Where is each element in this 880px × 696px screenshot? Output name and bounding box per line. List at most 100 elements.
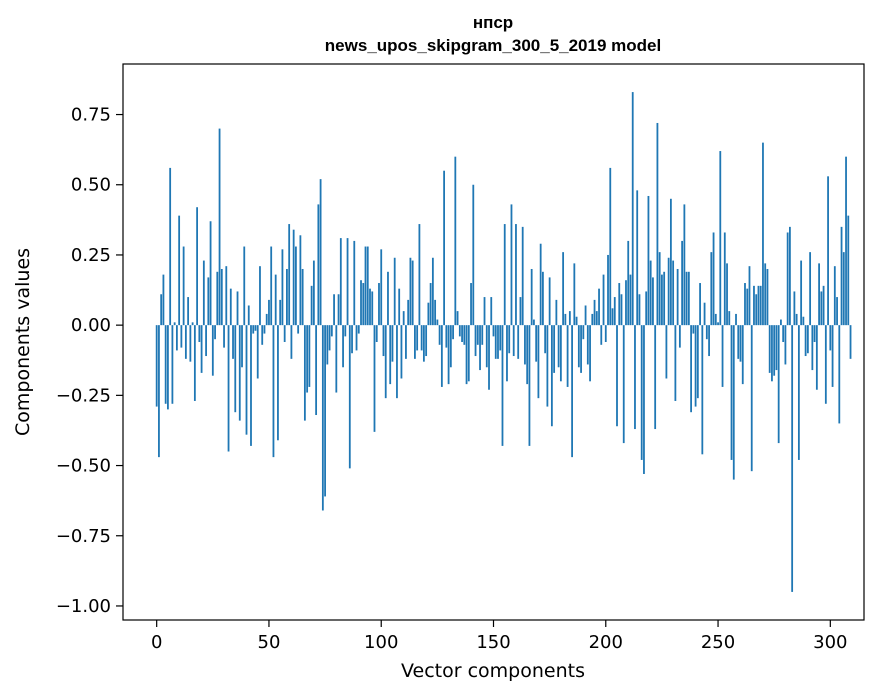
bar: [809, 252, 812, 326]
bar: [674, 325, 677, 401]
bar: [571, 325, 573, 458]
bar: [678, 325, 681, 348]
bar: [274, 274, 277, 326]
bar: [557, 325, 560, 368]
bar: [728, 311, 731, 326]
bar: [831, 325, 834, 387]
bar: [755, 294, 758, 326]
bar: [735, 313, 737, 326]
bar: [771, 325, 773, 382]
bar: [524, 325, 526, 365]
bar: [710, 252, 713, 326]
bar: [717, 322, 719, 326]
bar: [661, 274, 663, 326]
y-tick-label: −0.25: [56, 385, 111, 406]
bar: [665, 325, 668, 379]
bar: [189, 325, 192, 362]
bar: [308, 325, 311, 387]
bar: [476, 325, 479, 345]
bar: [517, 325, 520, 359]
bar: [429, 283, 432, 326]
bar: [281, 249, 284, 326]
bar: [822, 285, 825, 326]
bar: [456, 311, 459, 326]
bar: [391, 325, 394, 362]
bar: [564, 313, 567, 326]
bar: [539, 243, 542, 326]
bar: [366, 246, 369, 326]
bar: [301, 268, 304, 326]
bar: [555, 299, 558, 326]
bar: [173, 322, 176, 326]
bar: [508, 325, 511, 354]
bar: [339, 238, 342, 326]
bar: [283, 325, 286, 342]
bar: [577, 325, 580, 368]
bar: [465, 325, 468, 385]
bar: [292, 229, 295, 326]
bar: [820, 291, 823, 326]
bar: [719, 151, 722, 326]
bar: [780, 319, 782, 326]
bar: [559, 325, 562, 382]
y-tick-label: 0.25: [71, 245, 111, 266]
x-tick-label: 0: [151, 632, 162, 653]
bar: [546, 325, 549, 407]
bar: [766, 268, 769, 326]
bar: [236, 291, 239, 326]
bar: [726, 263, 728, 326]
bar: [241, 325, 243, 368]
bar: [382, 325, 385, 357]
bar: [667, 257, 670, 326]
bar: [196, 207, 198, 326]
bar: [759, 285, 762, 326]
bar: [162, 274, 165, 326]
bar: [528, 325, 531, 446]
bar: [566, 325, 569, 387]
bar: [333, 294, 335, 326]
bar: [393, 257, 396, 326]
bar: [506, 325, 508, 382]
bar: [681, 240, 684, 326]
bar: [250, 325, 252, 446]
bar: [479, 325, 481, 371]
bar: [533, 319, 535, 326]
x-tick-label: 200: [589, 632, 623, 653]
bar: [326, 325, 329, 365]
bar: [786, 232, 789, 326]
bar: [782, 325, 785, 342]
bar: [672, 260, 675, 326]
bar: [461, 325, 463, 342]
bar: [840, 226, 843, 326]
bar: [312, 260, 315, 326]
bar: [800, 260, 803, 326]
bar: [321, 325, 324, 511]
bar: [488, 325, 490, 390]
y-axis-ticks: 0.75 0.50 0.25 0.00 −0.25 −0.50 −0.75 −1.00: [56, 105, 123, 617]
bar: [303, 325, 306, 421]
bar: [268, 299, 270, 326]
bar: [180, 325, 183, 348]
bar: [357, 325, 360, 334]
bar: [279, 299, 282, 326]
bar: [297, 325, 300, 334]
bar: [474, 325, 477, 357]
bar: [490, 297, 493, 326]
chart-title: нпср: [473, 13, 513, 32]
bar: [256, 325, 259, 379]
bar: [629, 274, 632, 326]
bar: [847, 215, 850, 326]
bar: [795, 313, 798, 326]
bar: [712, 232, 715, 326]
bar: [375, 325, 378, 342]
bar: [371, 291, 374, 326]
bar: [436, 319, 439, 326]
bar: [526, 325, 529, 385]
bar: [535, 325, 538, 362]
bar: [178, 215, 181, 326]
bar: [501, 325, 504, 446]
bar: [739, 325, 742, 362]
bar: [656, 122, 659, 326]
x-axis-label: Vector components: [401, 660, 585, 682]
